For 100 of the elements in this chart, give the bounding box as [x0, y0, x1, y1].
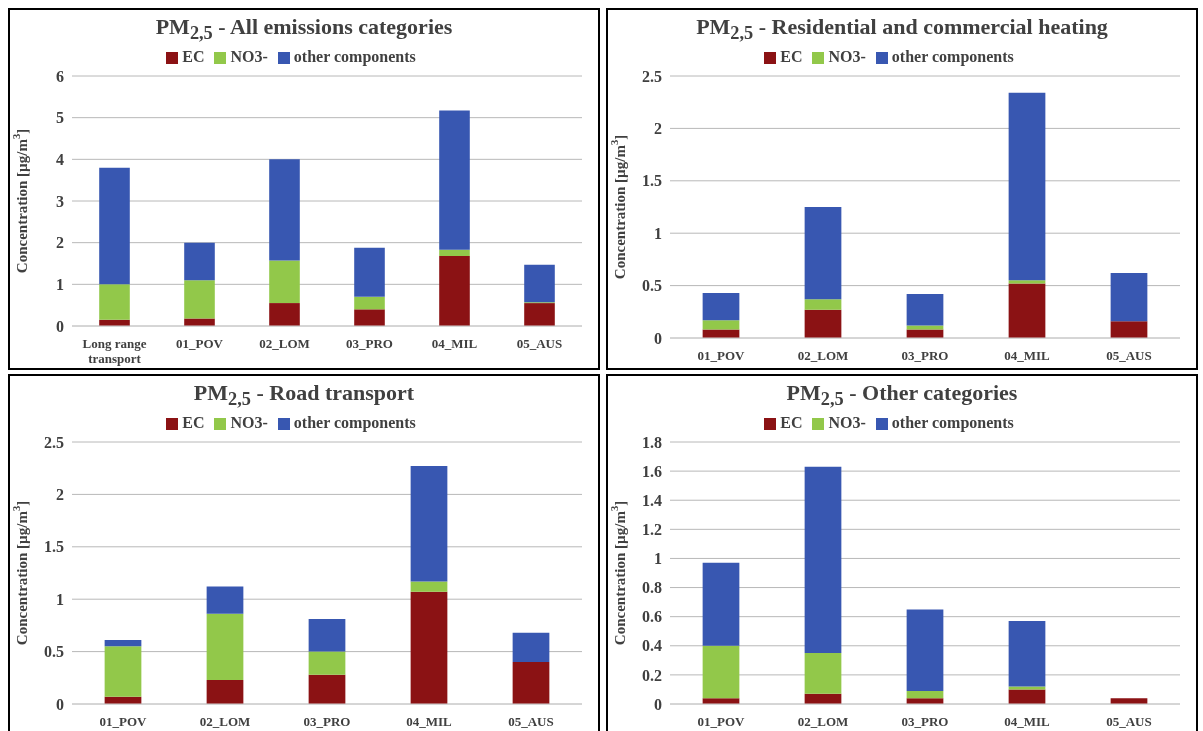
bar — [524, 264, 555, 303]
bar — [410, 591, 448, 704]
chart-title: PM$_{2,5}$ - Road transport — [192, 379, 416, 412]
y-tick-label: 1 — [56, 276, 64, 294]
bar — [354, 247, 385, 297]
x-tick-label: Long range transport — [82, 336, 147, 366]
legend-label: other components — [293, 414, 416, 431]
x-tick-label: 03_PRO — [346, 336, 393, 352]
x-tick-label: 04_MIL — [1004, 714, 1051, 730]
x-tick-label: 02_LOM — [199, 714, 251, 730]
y-tick-label: 6 — [56, 67, 64, 85]
bar — [702, 320, 740, 330]
bar — [354, 309, 385, 326]
y-tick-label: 2 — [654, 120, 662, 138]
y-tick-label: 1 — [654, 224, 662, 242]
bar — [308, 651, 346, 675]
x-tick-label: 01_POV — [176, 336, 224, 352]
bar — [1110, 273, 1148, 322]
x-tick-label: 02_LOM — [797, 714, 849, 730]
bar — [269, 260, 300, 304]
bar — [410, 466, 448, 582]
legend-label: EC — [780, 414, 803, 431]
y-tick-label: 3 — [56, 192, 64, 210]
y-tick-label: 0.5 — [642, 277, 662, 295]
bar — [804, 207, 842, 300]
bar — [99, 167, 130, 285]
y-tick-label: 1.8 — [642, 433, 662, 451]
x-tick-label: 03_PRO — [901, 714, 949, 730]
y-tick-label: 0 — [56, 695, 64, 713]
bar — [410, 581, 448, 592]
y-tick-label: 0.2 — [642, 666, 662, 684]
legend-label: other components — [891, 414, 1014, 431]
y-tick-label: 2 — [56, 234, 64, 252]
legend-label: NO3- — [230, 48, 268, 65]
bar — [906, 690, 944, 699]
x-tick-label: 05_AUS — [1106, 714, 1152, 730]
bar — [906, 609, 944, 691]
y-tick-label: 1.4 — [642, 491, 662, 509]
bar — [702, 645, 740, 699]
bar — [906, 325, 944, 330]
y-tick-label: 0 — [56, 317, 64, 335]
y-tick-label: 1 — [56, 590, 64, 608]
bar — [308, 619, 346, 652]
x-tick-label: 04_MIL — [1004, 348, 1051, 364]
bar — [906, 293, 944, 326]
x-tick-label: 01_POV — [697, 714, 746, 730]
legend-label: NO3- — [828, 48, 866, 65]
bar — [512, 632, 550, 663]
x-tick-label: 01_POV — [697, 348, 746, 364]
chart-title: PM$_{2,5}$ - All emissions categories — [154, 13, 454, 46]
bar — [524, 303, 555, 326]
bar — [804, 653, 842, 694]
bar — [104, 646, 142, 697]
y-tick-label: 4 — [56, 151, 64, 169]
y-tick-label: 1.2 — [642, 521, 662, 539]
x-tick-label: 05_AUS — [508, 714, 554, 730]
legend-label: other components — [891, 48, 1014, 65]
bar — [804, 309, 842, 338]
y-tick-label: 0.6 — [642, 608, 662, 626]
x-tick-label: 05_AUS — [1106, 348, 1152, 364]
bar — [702, 292, 740, 321]
y-tick-label: 1.5 — [44, 538, 64, 556]
x-tick-label: 04_MIL — [406, 714, 453, 730]
bar — [804, 299, 842, 310]
x-tick-label: 04_MIL — [431, 336, 478, 352]
y-tick-label: 1.6 — [642, 462, 662, 480]
bar — [1008, 689, 1046, 704]
y-tick-label: 2.5 — [44, 433, 64, 451]
legend-label: NO3- — [230, 414, 268, 431]
bar — [308, 674, 346, 704]
x-tick-label: 03_PRO — [901, 348, 949, 364]
legend-label: EC — [182, 414, 205, 431]
bar — [269, 303, 300, 326]
legend-label: EC — [182, 48, 205, 65]
y-tick-label: 2.5 — [642, 67, 662, 85]
legend-label: NO3- — [828, 414, 866, 431]
y-tick-label: 1.5 — [642, 172, 662, 190]
y-tick-label: 1 — [654, 550, 662, 568]
x-tick-label: 01_POV — [99, 714, 148, 730]
legend-label: EC — [780, 48, 803, 65]
bar — [354, 296, 385, 310]
bar — [269, 159, 300, 261]
bar — [439, 110, 470, 250]
bar — [206, 679, 244, 704]
y-tick-label: 0 — [654, 695, 662, 713]
x-tick-label: 02_LOM — [259, 336, 310, 352]
y-tick-label: 0.5 — [44, 643, 64, 661]
x-tick-label: 02_LOM — [797, 348, 849, 364]
x-tick-label: 05_AUS — [516, 336, 563, 352]
bar — [1008, 92, 1046, 281]
bar — [1110, 321, 1148, 338]
y-tick-label: 2 — [56, 486, 64, 504]
y-tick-label: 0.8 — [642, 579, 662, 597]
bar — [104, 640, 142, 647]
y-tick-label: 5 — [56, 109, 64, 127]
bar — [439, 256, 470, 326]
chart-title: PM$_{2,5}$ - Other categories — [785, 379, 1019, 412]
y-tick-label: 0.4 — [642, 637, 662, 655]
x-tick-label: 03_PRO — [303, 714, 351, 730]
bar — [1008, 283, 1046, 338]
